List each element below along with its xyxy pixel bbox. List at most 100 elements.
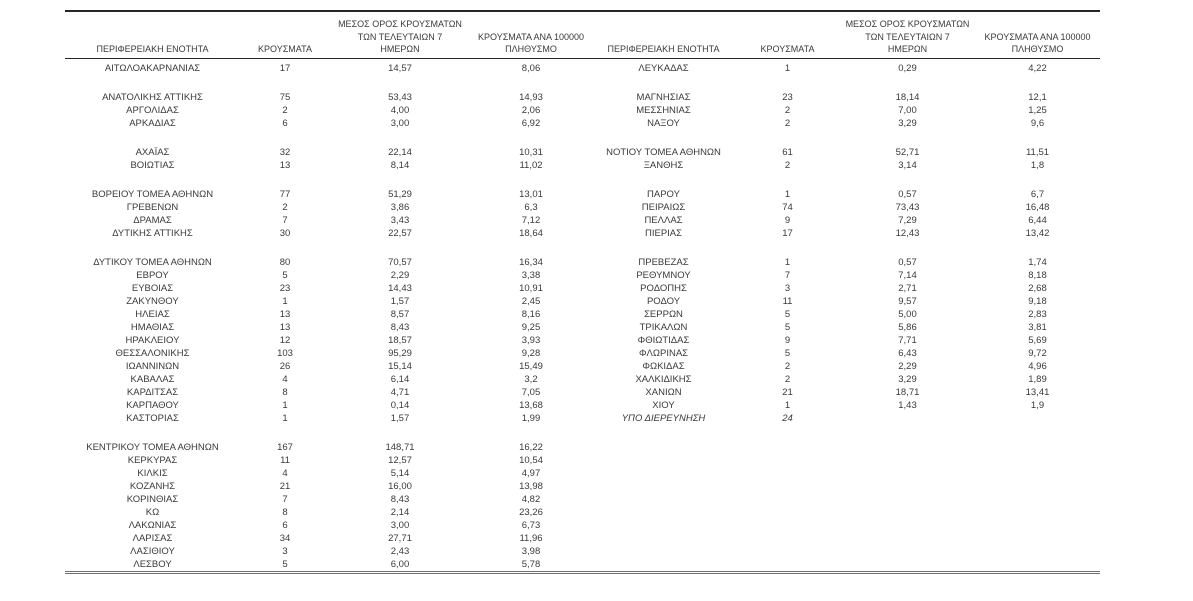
table-cell: 1 bbox=[784, 62, 791, 74]
table-cell: ΜΑΓΝΗΣΙΑΣ bbox=[636, 91, 691, 103]
table-cell: 6,92 bbox=[521, 117, 541, 129]
table-cell: 5 bbox=[784, 347, 791, 359]
table-cell: 77 bbox=[279, 188, 291, 200]
table-body: ΑΙΤΩΛΟΑΚΑΡΝΑΝΙΑΣ 17 14,57 8,06 ΛΕΥΚΑΔΑΣ 1 0,29… bbox=[65, 58, 1100, 572]
table-cell: ΛΑΡΙΣΑΣ bbox=[132, 532, 173, 544]
table-cell: 22,57 bbox=[388, 227, 412, 239]
table-row: ΘΕΣΣΑΛΟΝΙΚΗΣ 103 95,29 9,28 ΦΛΩΡΙΝΑΣ 5 6,43 9,7… bbox=[65, 347, 1100, 360]
spacer-row bbox=[65, 172, 1100, 188]
table-cell: 13 bbox=[279, 159, 291, 171]
table-cell: 3,93 bbox=[521, 334, 541, 346]
table-cell: 103 bbox=[277, 347, 293, 359]
table-row: ΛΕΣΒΟΥ 5 6,00 5,78 bbox=[65, 558, 1100, 573]
table-cell: ΧΑΝΙΩΝ bbox=[645, 386, 682, 398]
table-cell: 5 bbox=[784, 308, 791, 320]
table-cell: 4,97 bbox=[521, 467, 541, 479]
col-header-avg7days-right: ΜΕΣΟΣ ΟΡΟΣ ΚΡΟΥΣΜΑΤΩΝ ΤΩΝ ΤΕΛΕΥΤΑΙΩΝ 7 Η… bbox=[840, 11, 975, 59]
table-cell bbox=[592, 532, 735, 545]
table-cell bbox=[592, 519, 735, 532]
col-header-cases-right: ΚΡΟΥΣΜΑΤΑ bbox=[735, 11, 840, 59]
table-cell: 7,00 bbox=[898, 104, 917, 116]
header-line: ΗΜΕΡΩΝ bbox=[380, 44, 420, 54]
table-cell: 2,45 bbox=[521, 295, 541, 307]
table-cell bbox=[735, 441, 840, 454]
table-cell: 13 bbox=[279, 321, 291, 333]
table-row: ΑΝΑΤΟΛΙΚΗΣ ΑΤΤΙΚΗΣ 75 53,43 14,93 ΜΑΓΝΗΣΙΑΣ 2… bbox=[65, 91, 1100, 104]
table-cell: 3,43 bbox=[390, 214, 410, 226]
table-cell: 4 bbox=[282, 467, 288, 479]
header-line: ΗΜΕΡΩΝ bbox=[887, 44, 928, 54]
table-cell: 13 bbox=[279, 308, 291, 320]
table-cell: 11,51 bbox=[1025, 146, 1050, 158]
table-cell: 7,71 bbox=[898, 334, 917, 346]
table-cell: 53,43 bbox=[388, 91, 412, 103]
table-row: ΗΜΑΘΙΑΣ 13 8,43 9,25 ΤΡΙΚΑΛΩΝ 5 5,86 3,81 bbox=[65, 321, 1100, 334]
table-cell: 3,81 bbox=[1028, 321, 1047, 333]
table-cell: 8,16 bbox=[521, 308, 541, 320]
table-cell: 2 bbox=[784, 159, 791, 171]
table-header: ΠΕΡΙΦΕΡΕΙΑΚΗ ΕΝΟΤΗΤΑ ΚΡΟΥΣΜΑΤΑ ΜΕΣΟΣ ΟΡΟ… bbox=[65, 11, 1100, 59]
table-cell: 1 bbox=[784, 256, 791, 268]
table-cell: 2 bbox=[784, 360, 791, 372]
table-cell: ΚΑΣΤΟΡΙΑΣ bbox=[126, 412, 179, 424]
table-cell: ΕΥΒΟΙΑΣ bbox=[131, 282, 174, 294]
table-cell: ΙΩΑΝΝΙΝΩΝ bbox=[125, 360, 180, 372]
table-cell: 2,14 bbox=[390, 506, 410, 518]
table-cell: 75 bbox=[279, 91, 291, 103]
table-cell: 4,71 bbox=[390, 386, 410, 398]
table-cell: ΗΡΑΚΛΕΙΟΥ bbox=[125, 334, 180, 346]
table-cell: 74 bbox=[782, 201, 793, 213]
table-cell: 5,78 bbox=[521, 558, 541, 570]
table-cell bbox=[592, 506, 735, 519]
table-cell: ΦΘΙΩΤΙΔΑΣ bbox=[637, 334, 690, 346]
table-cell: 6 bbox=[282, 519, 288, 531]
table-cell: ΛΕΥΚΑΔΑΣ bbox=[638, 62, 689, 74]
table-cell: 6,43 bbox=[898, 347, 917, 359]
table-cell: ΒΟΙΩΤΙΑΣ bbox=[130, 159, 175, 171]
table-cell: ΡΟΔΟΥ bbox=[646, 295, 681, 307]
table-cell: 9,28 bbox=[521, 347, 541, 359]
table-cell: 9 bbox=[784, 214, 791, 226]
table-cell bbox=[975, 506, 1100, 519]
table-cell: 23 bbox=[279, 282, 291, 294]
table-cell: 2,29 bbox=[898, 360, 917, 372]
table-cell: ΠΕΛΛΑΣ bbox=[644, 214, 683, 226]
table-cell: ΓΡΕΒΕΝΩΝ bbox=[126, 201, 179, 213]
table-cell: 8 bbox=[282, 506, 288, 518]
table-cell: 70,57 bbox=[388, 256, 412, 268]
table-row: ΚΑΡΠΑΘΟΥ 1 0,14 13,68 ΧΙΟΥ 1 1,43 1,9 bbox=[65, 399, 1100, 412]
table-cell: 18,71 bbox=[895, 386, 920, 398]
table-row: ΑΧΑΪΑΣ 32 22,14 10,31 ΝΟΤΙΟΥ ΤΟΜΕΑ ΑΘΗΝΩΝ 61 5… bbox=[65, 146, 1100, 159]
table-cell: 167 bbox=[277, 441, 293, 453]
table-cell bbox=[592, 558, 735, 573]
table-cell: 9,57 bbox=[898, 295, 917, 307]
table-cell: ΖΑΚΥΝΘΟΥ bbox=[126, 295, 179, 307]
table-cell: 3,98 bbox=[521, 545, 541, 557]
table-cell: ΑΙΤΩΛΟΑΚΑΡΝΑΝΙΑΣ bbox=[104, 62, 201, 74]
table-cell bbox=[975, 545, 1100, 558]
table-cell: 8 bbox=[282, 386, 288, 398]
table-cell: 1 bbox=[784, 188, 791, 200]
table-cell: 23,26 bbox=[519, 506, 543, 518]
table-row: ΗΡΑΚΛΕΙΟΥ 12 18,57 3,93 ΦΘΙΩΤΙΔΑΣ 9 7,71 5,69 bbox=[65, 334, 1100, 347]
table-cell: 16,34 bbox=[519, 256, 543, 268]
table-row: ΑΡΓΟΛΙΔΑΣ 2 4,00 2,06 ΜΕΣΣΗΝΙΑΣ 2 7,00 1,25 bbox=[65, 104, 1100, 117]
header-line: ΤΩΝ ΤΕΛΕΥΤΑΙΩΝ 7 bbox=[357, 31, 443, 42]
table-cell: 7,12 bbox=[521, 214, 541, 226]
table-cell: ΚΙΛΚΙΣ bbox=[137, 467, 168, 479]
table-cell: 2,71 bbox=[898, 282, 917, 294]
table-cell: 7,05 bbox=[521, 386, 541, 398]
table-cell: 0,57 bbox=[898, 256, 917, 268]
table-cell bbox=[735, 519, 840, 532]
table-cell bbox=[840, 558, 975, 573]
table-cell: ΠΑΡΟΥ bbox=[647, 188, 680, 200]
table-cell: 5,14 bbox=[390, 467, 410, 479]
table-cell: 5 bbox=[784, 321, 791, 333]
table-cell: ΗΛΕΙΑΣ bbox=[135, 308, 170, 320]
table-cell bbox=[975, 480, 1100, 493]
table-cell: 11,96 bbox=[519, 532, 543, 544]
table-cell: 14,43 bbox=[388, 282, 412, 294]
table-cell: 2 bbox=[784, 373, 791, 385]
table-cell: 0,57 bbox=[898, 188, 917, 200]
table-row: ΔΡΑΜΑΣ 7 3,43 7,12 ΠΕΛΛΑΣ 9 7,29 6,44 bbox=[65, 214, 1100, 227]
